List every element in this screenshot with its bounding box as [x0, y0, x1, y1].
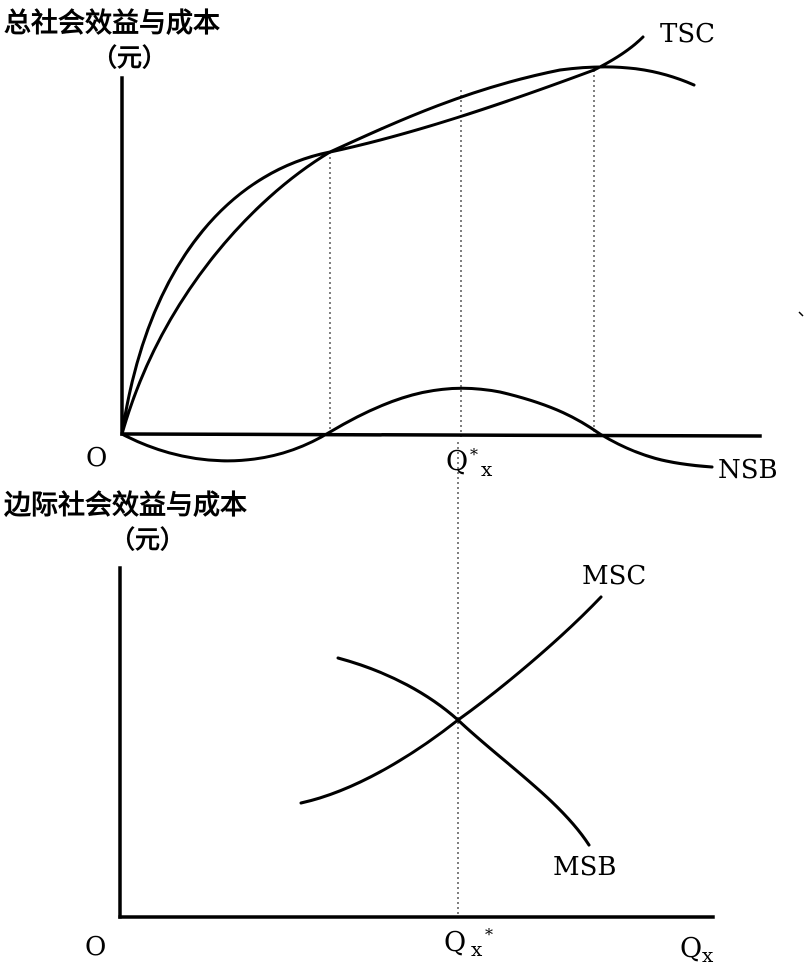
- tsc-curve: [120, 35, 645, 436]
- top-y-axis-unit: （元）: [92, 43, 167, 72]
- svg-text:Q: Q: [444, 927, 466, 958]
- tsc-label: TSC: [660, 19, 715, 49]
- top-x-axis: [120, 432, 762, 438]
- top-panel: 总社会效益与成本 （元） O TSC NSB Q * x: [4, 7, 778, 485]
- bottom-panel: 边际社会效益与成本 （元） O MSC MSB Q x * Q x: [4, 442, 715, 967]
- bottom-x-axis-label: Q x: [680, 933, 714, 967]
- nsb-label: NSB: [718, 455, 778, 485]
- top-origin-label: O: [86, 443, 107, 473]
- msb-curve: [336, 656, 591, 847]
- msb-label: MSB: [553, 852, 617, 882]
- svg-text:*: *: [470, 445, 478, 464]
- bottom-q-star-label: Q x *: [444, 925, 493, 961]
- bottom-origin-label: O: [85, 932, 106, 962]
- svg-text:*: *: [485, 925, 493, 944]
- tsb-curve: [120, 65, 696, 436]
- svg-text:x: x: [471, 937, 483, 961]
- svg-text:x: x: [702, 943, 714, 967]
- svg-text:Q: Q: [680, 933, 702, 964]
- svg-text:Q: Q: [446, 446, 468, 477]
- msc-curve: [299, 595, 603, 805]
- bottom-y-axis-label: 边际社会效益与成本: [4, 489, 247, 521]
- msc-label: MSC: [582, 561, 646, 591]
- nsb-curve: [120, 386, 714, 469]
- top-q-star-label: Q * x: [446, 445, 493, 481]
- svg-text:x: x: [481, 457, 493, 481]
- top-y-axis-label: 总社会效益与成本: [4, 7, 220, 39]
- bottom-y-axis-unit: （元）: [110, 525, 185, 554]
- stray-mark: [798, 311, 804, 317]
